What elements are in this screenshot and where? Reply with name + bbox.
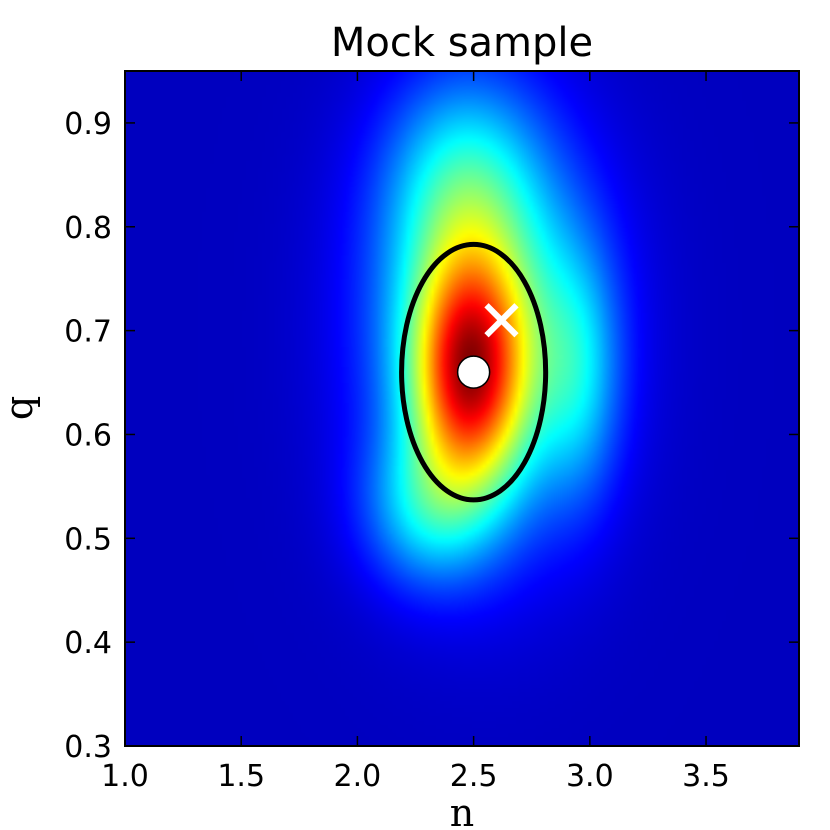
x-tick-label: 2.5 (450, 759, 498, 794)
x-axis-label: n (450, 791, 474, 830)
confidence-ellipse (399, 241, 549, 503)
y-tick-label: 0.8 (64, 211, 112, 246)
x-tick-label: 2.0 (334, 759, 382, 794)
y-tick-label: 0.5 (64, 522, 112, 557)
y-tick-label: 0.4 (64, 626, 112, 661)
cross-marker (484, 303, 519, 338)
y-tick-label: 0.6 (64, 418, 112, 453)
y-tick-label: 0.9 (64, 107, 112, 142)
y-tick-label: 0.7 (64, 315, 112, 350)
y-tick-label: 0.3 (64, 730, 112, 765)
plot-frame (124, 70, 800, 747)
x-tick-label: 1.0 (101, 759, 149, 794)
circle-marker (456, 355, 491, 389)
chart-title: Mock sample (331, 20, 593, 66)
x-tick-label: 3.0 (566, 759, 614, 794)
heatmap-image (125, 71, 799, 746)
x-tick-label: 1.5 (217, 759, 265, 794)
y-axis-label: q (0, 396, 41, 420)
x-tick-label: 3.5 (682, 759, 730, 794)
